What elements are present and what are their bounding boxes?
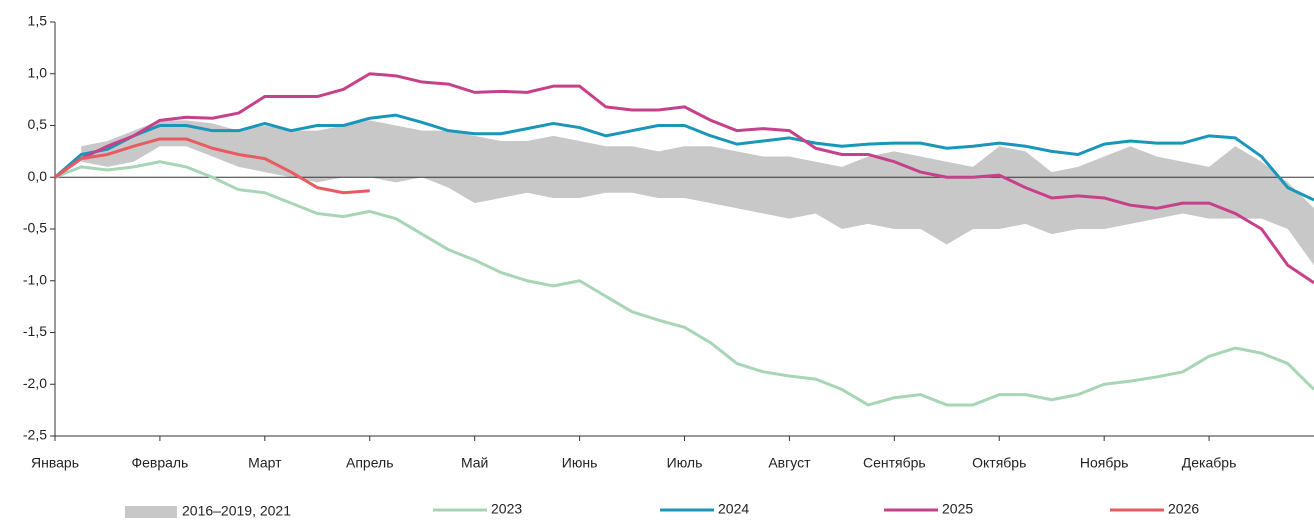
y-tick-label: -0,5 xyxy=(23,220,47,236)
y-tick-label: -2,5 xyxy=(23,427,47,443)
y-tick-label: 0,0 xyxy=(28,168,48,184)
legend-swatch xyxy=(125,506,177,518)
x-tick-label: Ноябрь xyxy=(1080,455,1129,471)
legend-label: 2023 xyxy=(491,501,522,517)
series-line xyxy=(54,160,1314,407)
legend-label: 2026 xyxy=(1168,501,1199,517)
x-tick-label: Июнь xyxy=(562,455,598,471)
x-tick-label: Август xyxy=(768,455,811,471)
series-line xyxy=(54,72,1314,285)
x-tick-label: Апрель xyxy=(346,455,394,471)
band-area xyxy=(81,120,1314,266)
x-tick-label: Декабрь xyxy=(1182,455,1237,471)
x-tick-label: Февраль xyxy=(131,455,188,471)
y-tick-label: 1,0 xyxy=(28,64,48,80)
x-tick-label: Октябрь xyxy=(972,455,1026,471)
x-tick-label: Июль xyxy=(667,455,703,471)
y-tick-label: 0,5 xyxy=(28,116,48,132)
x-tick-label: Май xyxy=(461,455,488,471)
y-tick-label: -1,5 xyxy=(23,323,47,339)
legend-label: 2016–2019, 2021 xyxy=(182,503,291,519)
x-tick-label: Март xyxy=(248,455,282,471)
y-tick-label: -1,0 xyxy=(23,271,47,287)
legend-label: 2024 xyxy=(718,501,749,517)
legend-label: 2025 xyxy=(942,501,973,517)
x-tick-label: Сентябрь xyxy=(863,455,926,471)
y-tick-label: 1,5 xyxy=(28,13,48,29)
series-line xyxy=(54,113,1314,202)
series-line xyxy=(54,137,370,195)
y-tick-label: -2,0 xyxy=(23,375,47,391)
x-tick-label: Январь xyxy=(31,455,79,471)
